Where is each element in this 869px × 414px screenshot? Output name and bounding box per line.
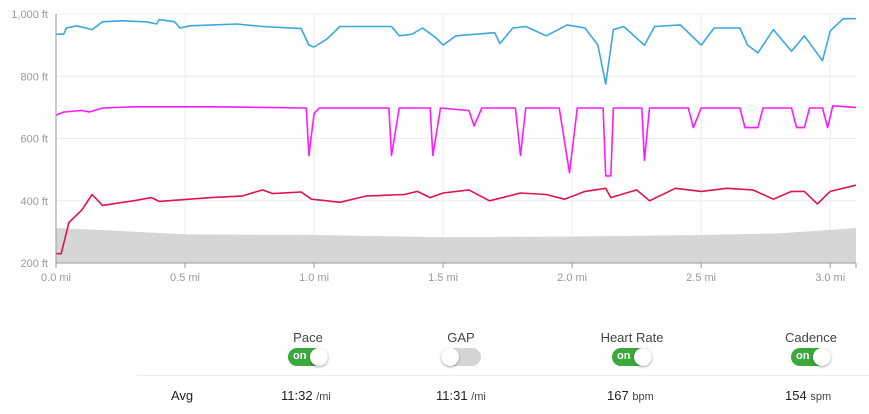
pace-avg: 11:32 /mi — [281, 388, 331, 403]
heart-rate-control: Heart Rate on — [572, 330, 692, 366]
heart-rate-label: Heart Rate — [600, 330, 664, 345]
x-tick-label: 0.5 mi — [170, 272, 200, 284]
cadence-control: Cadence on — [751, 330, 869, 366]
x-tick-label: 2.5 mi — [686, 272, 716, 284]
pace-line — [56, 17, 856, 85]
pace-label: Pace — [293, 330, 323, 345]
gap-toggle[interactable] — [441, 348, 481, 366]
avg-label: Avg — [171, 388, 194, 403]
toggle-knob — [813, 348, 831, 366]
x-tick-label: 3.0 mi — [815, 272, 845, 284]
elevation-area — [56, 228, 856, 263]
y-tick-label: 200 ft — [20, 258, 48, 270]
x-tick-label: 2.0 mi — [557, 272, 587, 284]
y-tick-label: 400 ft — [20, 196, 48, 208]
cadence-toggle[interactable]: on — [791, 348, 831, 366]
x-tick-label: 0.0 mi — [41, 272, 71, 284]
pace-control: Pace on — [248, 330, 368, 366]
heart-rate-avg: 167 bpm — [607, 388, 654, 403]
cadence-line — [55, 105, 857, 177]
cadence-avg: 154 spm — [785, 388, 832, 403]
gap-label: GAP — [447, 330, 475, 345]
toggle-knob — [310, 348, 328, 366]
y-tick-label: 1,000 ft — [11, 9, 48, 21]
cadence-label: Cadence — [784, 330, 838, 345]
toggle-knob — [441, 348, 459, 366]
y-tick-label: 800 ft — [20, 71, 48, 83]
pace-toggle[interactable]: on — [288, 348, 328, 366]
heart-rate-line — [56, 184, 857, 255]
y-tick-label: 600 ft — [20, 134, 48, 146]
toggle-knob — [634, 348, 652, 366]
x-tick-label: 1.5 mi — [428, 272, 458, 284]
heart-rate-toggle[interactable]: on — [612, 348, 652, 366]
x-tick-label: 1.0 mi — [299, 272, 329, 284]
gap-avg: 11:31 /mi — [436, 388, 486, 403]
analysis-chart[interactable]: 200 ft 400 ft 600 ft 800 ft 1,000 ft 0.0 mi 0.… — [0, 0, 869, 290]
gap-control: GAP — [401, 330, 521, 366]
divider — [137, 375, 869, 376]
